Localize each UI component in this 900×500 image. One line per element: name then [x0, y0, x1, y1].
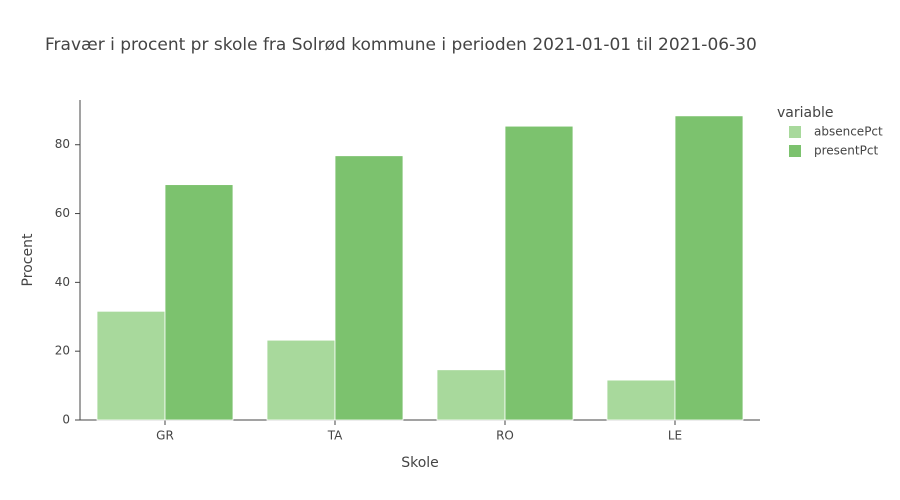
bar [674, 115, 744, 421]
legend-label: absencePct [814, 125, 883, 139]
chart-title: Fravær i procent pr skole fra Solrød kom… [45, 35, 757, 55]
y-tick-label: 40 [55, 275, 70, 289]
bar [96, 310, 166, 421]
bar [334, 155, 404, 421]
y-tick-label: 20 [55, 344, 70, 358]
y-tick-label: 0 [62, 413, 70, 427]
legend-swatch [789, 126, 801, 138]
y-tick-label: 60 [55, 206, 70, 220]
bar [164, 184, 234, 421]
y-tick-label: 80 [55, 137, 70, 151]
bar [504, 125, 574, 421]
x-tick-label: TA [327, 429, 343, 443]
y-axis-title: Procent [20, 233, 36, 286]
legend-label: presentPct [814, 144, 878, 158]
bar [606, 379, 676, 421]
legend-swatch [789, 145, 801, 157]
x-axis-title: Skole [401, 455, 439, 471]
x-tick-label: LE [668, 429, 682, 443]
x-tick-label: GR [156, 429, 174, 443]
bar [436, 369, 506, 421]
legend-title: variable [777, 105, 833, 121]
x-tick-label: RO [496, 429, 514, 443]
bar [266, 339, 336, 421]
